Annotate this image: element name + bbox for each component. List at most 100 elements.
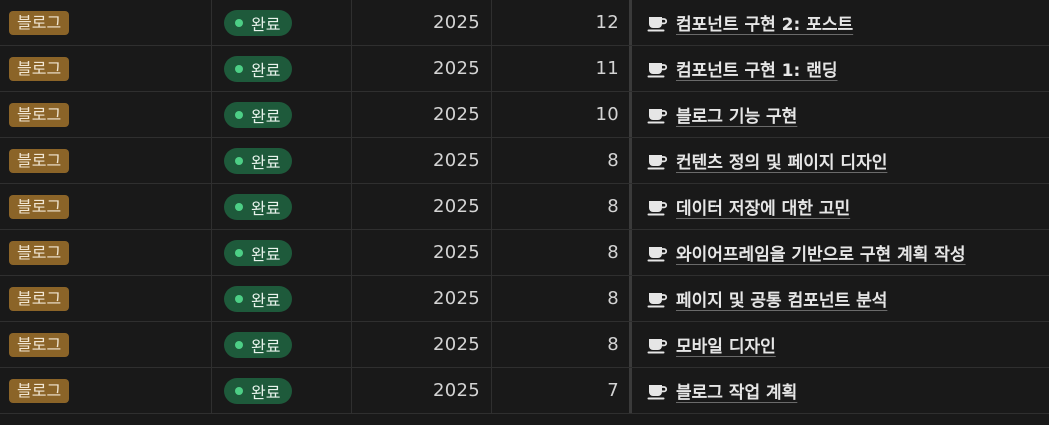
status-dot-icon [235,110,243,119]
year-cell[interactable]: 2025 [352,138,492,183]
month-value: 11 [595,58,619,79]
title-cell[interactable]: 컨텐츠 정의 및 페이지 디자인 [632,138,1049,183]
category-tag: 블로그 [9,378,70,403]
page-title-link[interactable]: 컨텐츠 정의 및 페이지 디자인 [646,148,887,173]
status-label: 완료 [251,290,281,310]
category-cell[interactable]: 블로그 [0,322,212,367]
year-cell[interactable]: 2025 [352,368,492,413]
category-cell[interactable]: 블로그 [0,184,212,229]
month-cell[interactable]: 7 [492,368,632,413]
status-dot-icon [235,18,243,27]
page-title-link[interactable]: 컴포넌트 구현 2: 포스트 [646,10,853,35]
page-title-link[interactable]: 페이지 및 공통 컴포넌트 분석 [646,286,887,311]
status-dot-icon [235,202,243,211]
month-cell[interactable]: 8 [492,184,632,229]
status-dot-icon [235,156,243,165]
year-cell[interactable]: 2025 [352,322,492,367]
category-cell[interactable]: 블로그 [0,92,212,137]
status-cell[interactable]: 완료 [212,276,352,321]
year-cell[interactable]: 2025 [352,92,492,137]
year-cell[interactable]: 2025 [352,276,492,321]
page-title-text: 모바일 디자인 [676,337,776,357]
month-value: 10 [595,104,619,125]
status-cell[interactable]: 완료 [212,138,352,183]
year-cell[interactable]: 2025 [352,184,492,229]
page-title-link[interactable]: 컴포넌트 구현 1: 랜딩 [646,56,838,81]
month-cell[interactable]: 8 [492,276,632,321]
title-cell[interactable]: 데이터 저장에 대한 고민 [632,184,1049,229]
status-cell[interactable]: 완료 [212,322,352,367]
table-row[interactable]: 블로그 완료 2025 7 [0,368,1049,414]
status-badge: 완료 [224,9,293,36]
status-label: 완료 [251,106,281,126]
page-title-link[interactable]: 데이터 저장에 대한 고민 [646,194,850,219]
table-row[interactable]: 블로그 완료 2025 8 [0,322,1049,368]
status-label: 완료 [251,60,281,80]
coffee-cup-icon [646,105,668,125]
year-value: 2025 [432,380,480,401]
page-title-text: 컨텐츠 정의 및 페이지 디자인 [676,153,888,173]
status-badge: 완료 [224,331,293,358]
category-cell[interactable]: 블로그 [0,0,212,45]
page-title-link[interactable]: 블로그 기능 구현 [646,102,797,127]
page-title-text: 블로그 작업 계획 [676,383,798,403]
table-row[interactable]: 블로그 완료 2025 12 [0,0,1049,46]
page-title-text: 페이지 및 공통 컴포넌트 분석 [676,291,888,311]
table-row[interactable]: 블로그 완료 2025 11 [0,46,1049,92]
table-body: 블로그 완료 2025 12 [0,0,1049,414]
month-cell[interactable]: 12 [492,0,632,45]
table-row[interactable]: 블로그 완료 2025 8 [0,230,1049,276]
status-cell[interactable]: 완료 [212,368,352,413]
page-title-link[interactable]: 모바일 디자인 [646,332,776,357]
status-cell[interactable]: 완료 [212,230,352,275]
year-value: 2025 [432,104,480,125]
page-title-link[interactable]: 와이어프레임을 기반으로 구현 계획 작성 [646,240,966,265]
coffee-cup-icon [646,59,668,79]
month-value: 8 [607,242,619,263]
status-label: 완료 [251,198,281,218]
year-cell[interactable]: 2025 [352,46,492,91]
status-cell[interactable]: 완료 [212,0,352,45]
title-cell[interactable]: 블로그 작업 계획 [632,368,1049,413]
month-cell[interactable]: 8 [492,230,632,275]
category-tag: 블로그 [9,194,70,219]
category-cell[interactable]: 블로그 [0,138,212,183]
database-table: 블로그 완료 2025 12 [0,0,1049,414]
coffee-cup-icon [646,335,668,355]
year-cell[interactable]: 2025 [352,230,492,275]
status-label: 완료 [251,152,281,172]
month-value: 8 [607,334,619,355]
year-value: 2025 [432,12,480,33]
month-cell[interactable]: 11 [492,46,632,91]
category-cell[interactable]: 블로그 [0,368,212,413]
title-cell[interactable]: 컴포넌트 구현 2: 포스트 [632,0,1049,45]
table-row[interactable]: 블로그 완료 2025 10 [0,92,1049,138]
table-row[interactable]: 블로그 완료 2025 8 [0,138,1049,184]
title-cell[interactable]: 컴포넌트 구현 1: 랜딩 [632,46,1049,91]
month-cell[interactable]: 8 [492,322,632,367]
status-cell[interactable]: 완료 [212,46,352,91]
title-cell[interactable]: 모바일 디자인 [632,322,1049,367]
table-row[interactable]: 블로그 완료 2025 8 [0,184,1049,230]
month-value: 8 [607,288,619,309]
category-cell[interactable]: 블로그 [0,230,212,275]
title-cell[interactable]: 와이어프레임을 기반으로 구현 계획 작성 [632,230,1049,275]
status-cell[interactable]: 완료 [212,92,352,137]
page-title-link[interactable]: 블로그 작업 계획 [646,378,797,403]
status-cell[interactable]: 완료 [212,184,352,229]
coffee-cup-icon [646,289,668,309]
status-dot-icon [235,386,243,395]
status-badge: 완료 [224,239,293,266]
page-title-text: 와이어프레임을 기반으로 구현 계획 작성 [676,245,966,265]
title-cell[interactable]: 페이지 및 공통 컴포넌트 분석 [632,276,1049,321]
month-cell[interactable]: 10 [492,92,632,137]
year-cell[interactable]: 2025 [352,0,492,45]
category-cell[interactable]: 블로그 [0,46,212,91]
title-cell[interactable]: 블로그 기능 구현 [632,92,1049,137]
month-value: 8 [607,196,619,217]
table-row[interactable]: 블로그 완료 2025 8 [0,276,1049,322]
month-value: 8 [607,150,619,171]
category-cell[interactable]: 블로그 [0,276,212,321]
year-value: 2025 [432,150,480,171]
month-cell[interactable]: 8 [492,138,632,183]
